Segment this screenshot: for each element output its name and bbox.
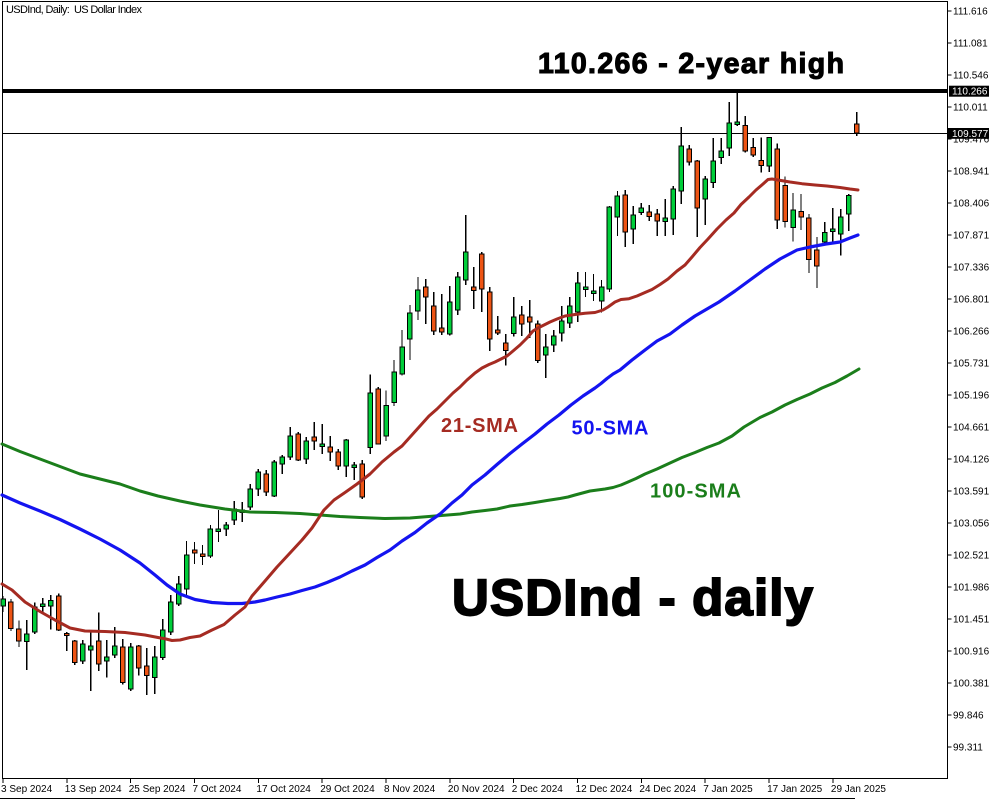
svg-text:24 Dec 2024: 24 Dec 2024	[639, 784, 696, 795]
svg-text:29 Jan 2025: 29 Jan 2025	[831, 784, 886, 795]
svg-text:2 Dec 2024: 2 Dec 2024	[512, 784, 564, 795]
svg-text:7 Oct 2024: 7 Oct 2024	[193, 784, 242, 795]
svg-text:103.591: 103.591	[953, 487, 990, 498]
svg-text:110.266 - 2-year high: 110.266 - 2-year high	[538, 48, 844, 80]
svg-text:99.311: 99.311	[953, 743, 983, 754]
svg-text:108.406: 108.406	[953, 199, 990, 210]
svg-text:109.476: 109.476	[953, 135, 990, 146]
svg-text:105.196: 105.196	[953, 391, 990, 402]
svg-text:21-SMA: 21-SMA	[441, 415, 518, 437]
svg-text:13 Sep 2024: 13 Sep 2024	[65, 784, 122, 795]
svg-text:107.871: 107.871	[953, 231, 990, 242]
svg-text:106.266: 106.266	[953, 327, 990, 338]
svg-text:104.126: 104.126	[953, 455, 990, 466]
svg-text:17 Oct 2024: 17 Oct 2024	[256, 784, 311, 795]
svg-text:17 Jan 2025: 17 Jan 2025	[767, 784, 822, 795]
svg-text:99.846: 99.846	[953, 711, 984, 722]
svg-text:110.011: 110.011	[953, 103, 988, 114]
svg-text:USDInd - daily: USDInd - daily	[452, 569, 814, 626]
svg-text:101.451: 101.451	[953, 615, 990, 626]
svg-text:105.731: 105.731	[953, 359, 990, 370]
svg-text:103.056: 103.056	[953, 519, 990, 530]
svg-text:3 Sep 2024: 3 Sep 2024	[1, 784, 53, 795]
svg-text:8 Nov 2024: 8 Nov 2024	[384, 784, 436, 795]
svg-text:USDInd, Daily: US Dollar Inde: USDInd, Daily: US Dollar Index	[6, 4, 143, 16]
svg-text:29 Oct 2024: 29 Oct 2024	[320, 784, 375, 795]
svg-text:111.616: 111.616	[953, 7, 988, 18]
svg-text:100.381: 100.381	[953, 679, 990, 690]
svg-text:101.986: 101.986	[953, 583, 990, 594]
svg-text:102.521: 102.521	[953, 551, 990, 562]
svg-text:20 Nov 2024: 20 Nov 2024	[448, 784, 505, 795]
svg-text:100.916: 100.916	[953, 647, 990, 658]
svg-text:107.336: 107.336	[953, 263, 990, 274]
svg-text:7 Jan 2025: 7 Jan 2025	[703, 784, 753, 795]
svg-text:100-SMA: 100-SMA	[650, 481, 741, 503]
svg-text:12 Dec 2024: 12 Dec 2024	[576, 784, 633, 795]
svg-text:104.661: 104.661	[953, 423, 990, 434]
svg-text:108.941: 108.941	[953, 167, 990, 178]
svg-text:50-SMA: 50-SMA	[572, 418, 649, 440]
svg-text:109.577: 109.577	[952, 129, 989, 140]
svg-text:106.801: 106.801	[953, 295, 990, 306]
svg-text:110.266: 110.266	[952, 87, 988, 98]
svg-text:111.081: 111.081	[953, 39, 988, 50]
svg-text:25 Sep 2024: 25 Sep 2024	[129, 784, 186, 795]
svg-text:110.546: 110.546	[953, 71, 989, 82]
